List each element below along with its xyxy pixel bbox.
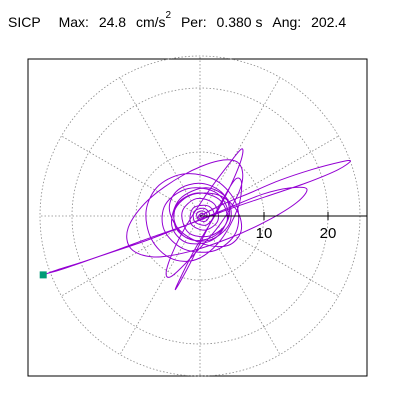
trace-layer — [43, 148, 351, 291]
max-label: Max: — [58, 14, 89, 30]
max-value: 24.8 — [98, 14, 127, 30]
station-name: SICP — [8, 14, 41, 30]
ang-label: Ang: — [272, 14, 302, 30]
chart-header: SICP Max: 24.8 cm/s2 Per: 0.380 s Ang: 2… — [8, 10, 347, 36]
axis-tick-label: 20 — [320, 225, 337, 242]
axis-layer: 10 20 — [200, 212, 367, 242]
grid-spoke — [199, 135, 339, 217]
grid-spoke — [199, 215, 281, 355]
trace-line — [48, 148, 351, 291]
grid-spoke — [199, 215, 339, 297]
per-label: Per: — [180, 14, 207, 30]
grid-spoke — [61, 135, 201, 217]
axis-tick-label: 10 — [256, 225, 273, 242]
grid-spoke — [199, 77, 281, 217]
per-value: 0.380 s — [216, 14, 263, 30]
grid-spoke — [119, 215, 201, 355]
ang-value: 202.4 — [311, 14, 347, 30]
grid-spoke — [61, 215, 201, 297]
end-point-marker — [39, 271, 47, 279]
max-unit: cm/s2 — [135, 10, 172, 30]
grid-spoke — [119, 77, 201, 217]
marker-layer — [39, 271, 47, 279]
plot-frame — [27, 58, 368, 377]
